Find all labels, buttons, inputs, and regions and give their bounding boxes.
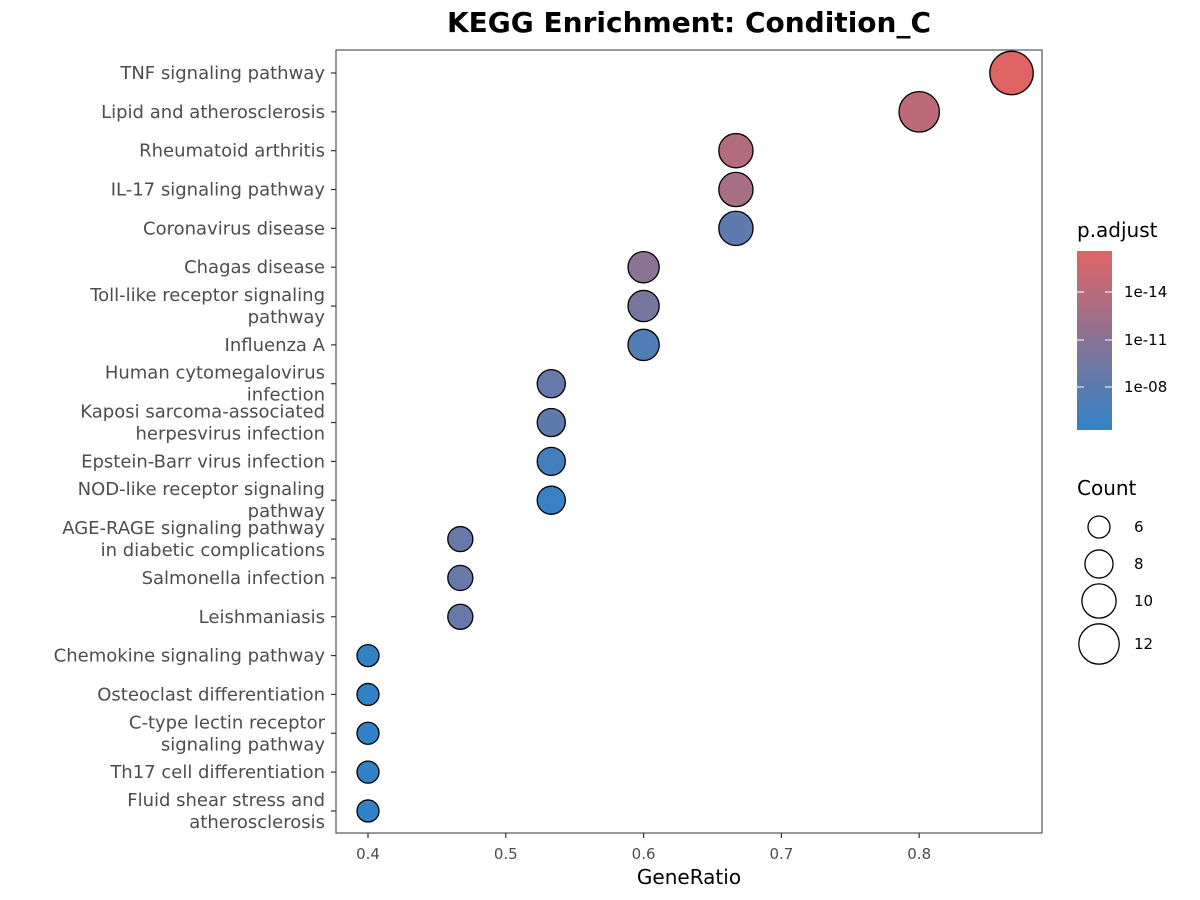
x-axis: 0.4 0.5 0.6 0.7 0.8 — [356, 833, 931, 863]
color-legend-label: 1e-11 — [1124, 331, 1167, 349]
color-legend: p.adjust 1e-14 1e-11 1e-08 — [1077, 218, 1167, 430]
y-tick-label: Epstein-Barr virus infection — [81, 451, 325, 472]
y-tick-label: IL-17 signaling pathway — [111, 180, 326, 201]
data-point — [447, 603, 474, 630]
y-tick-label: Rheumatoid arthritis — [139, 141, 325, 162]
data-point — [356, 643, 380, 668]
data-point — [356, 799, 380, 823]
y-tick-label: Chemokine signaling pathway — [54, 646, 326, 667]
size-legend-label: 6 — [1134, 518, 1144, 536]
data-point — [627, 289, 660, 323]
y-tick-label: C-type lectin receptor signaling pathway — [129, 712, 326, 755]
color-legend-label: 1e-08 — [1124, 378, 1167, 396]
x-tick-label: 0.6 — [632, 845, 656, 863]
size-legend: Count 6 8 10 12 — [1077, 476, 1153, 665]
data-point — [989, 50, 1034, 96]
x-axis-title: GeneRatio — [637, 865, 741, 889]
y-tick-label: NOD-like receptor signaling pathway — [78, 479, 326, 522]
y-tick-label: Influenza A — [225, 335, 326, 356]
size-legend-title: Count — [1077, 476, 1137, 500]
data-point — [718, 132, 754, 169]
y-tick-label: Human cytomegalovirus infection — [105, 363, 325, 406]
y-tick-label: Osteoclast differentiation — [97, 684, 325, 705]
data-point — [536, 446, 566, 477]
size-legend-label: 12 — [1134, 635, 1153, 653]
size-legend-label: 8 — [1134, 555, 1144, 573]
y-tick-label: Chagas disease — [184, 257, 325, 278]
size-legend-key — [1087, 515, 1111, 539]
y-tick-label: Leishmaniasis — [199, 607, 325, 628]
size-legend-keys: 6 8 10 12 — [1078, 515, 1153, 665]
color-legend-ticks: 1e-14 1e-11 1e-08 — [1077, 283, 1167, 396]
y-tick-label: Coronavirus disease — [143, 218, 325, 239]
data-point — [447, 564, 474, 592]
data-point — [898, 91, 941, 133]
chart-title: KEGG Enrichment: Condition_C — [447, 6, 931, 39]
size-legend-key — [1081, 583, 1117, 619]
x-tick-label: 0.7 — [769, 845, 793, 863]
y-tick-label: Fluid shear stress and atherosclerosis — [127, 790, 325, 833]
data-point — [356, 721, 380, 745]
data-point — [356, 682, 380, 707]
y-axis: TNF signaling pathway Lipid and atheroscl… — [54, 63, 336, 833]
y-tick-label: TNF signaling pathway — [119, 63, 325, 84]
x-tick-label: 0.4 — [356, 845, 380, 863]
data-point — [627, 328, 660, 362]
data-point — [627, 250, 660, 284]
color-legend-label: 1e-14 — [1124, 283, 1167, 301]
data-point — [447, 525, 474, 553]
data-point — [536, 407, 566, 438]
data-point — [536, 369, 566, 399]
size-legend-label: 10 — [1134, 592, 1153, 610]
y-tick-label: Th17 cell differentiation — [109, 762, 325, 783]
data-point — [718, 210, 754, 247]
size-legend-key — [1084, 549, 1114, 579]
y-tick-label: Salmonella infection — [142, 568, 325, 589]
color-legend-title: p.adjust — [1077, 218, 1158, 242]
data-point — [718, 171, 754, 208]
y-tick-label: Kaposi sarcoma-associated herpesvirus inf… — [80, 402, 325, 445]
points-layer — [356, 50, 1034, 823]
data-point — [356, 760, 380, 784]
x-tick-label: 0.5 — [494, 845, 518, 863]
data-point — [536, 485, 566, 515]
size-legend-key — [1078, 623, 1120, 665]
y-tick-label: Toll-like receptor signaling pathway — [89, 285, 325, 328]
y-tick-label: Lipid and atherosclerosis — [101, 102, 325, 123]
x-tick-label: 0.8 — [907, 845, 931, 863]
plot-panel — [335, 49, 1043, 834]
y-tick-label: AGE-RAGE signaling pathway in diabetic co… — [62, 518, 325, 561]
